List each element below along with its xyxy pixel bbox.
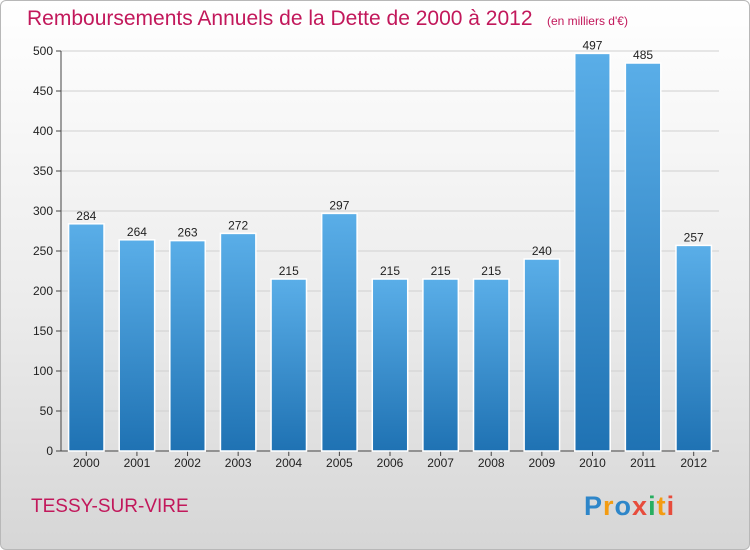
x-tick-label: 2006 [377, 456, 404, 470]
chart-title: Remboursements Annuels de la Dette de 20… [27, 7, 533, 30]
x-tick-label: 2010 [579, 456, 606, 470]
y-tick-label: 350 [33, 164, 53, 178]
bar [422, 278, 460, 452]
logo-letter: i [666, 491, 676, 521]
data-label: 240 [532, 244, 552, 258]
x-tick-label: 2012 [680, 456, 707, 470]
x-tick-label: 2009 [528, 456, 555, 470]
data-label: 297 [329, 198, 349, 212]
x-tick-label: 2005 [326, 456, 353, 470]
data-label: 215 [279, 264, 299, 278]
logo-letter: i [648, 491, 657, 521]
y-tick-label: 500 [33, 44, 53, 58]
bar [219, 232, 257, 452]
bar [472, 278, 510, 452]
bar [675, 244, 713, 452]
logo-letter: P [584, 491, 604, 521]
data-label: 263 [178, 226, 198, 240]
data-label: 264 [127, 225, 147, 239]
y-tick-label: 250 [33, 244, 53, 258]
bar [523, 258, 561, 452]
bar [67, 223, 105, 452]
y-tick-label: 400 [33, 124, 53, 138]
chart-unit: (en milliers d'€) [546, 14, 628, 28]
proxiti-logo[interactable]: Proxiti [584, 491, 675, 522]
x-tick-label: 2008 [478, 456, 505, 470]
bar [624, 62, 662, 452]
y-tick-label: 0 [46, 444, 53, 458]
data-label: 272 [228, 218, 248, 232]
y-tick-label: 50 [40, 404, 54, 418]
data-label: 485 [633, 48, 653, 62]
data-label: 284 [76, 209, 96, 223]
x-tick-label: 2003 [225, 456, 252, 470]
logo-letter: r [603, 491, 615, 521]
logo-letter: x [632, 491, 649, 521]
x-tick-label: 2002 [174, 456, 201, 470]
logo-letter: t [656, 491, 667, 521]
x-tick-label: 2001 [124, 456, 151, 470]
bar [169, 239, 207, 452]
bar [573, 52, 611, 452]
x-tick-label: 2000 [73, 456, 100, 470]
data-label: 257 [684, 230, 704, 244]
data-label: 215 [380, 264, 400, 278]
data-label: 215 [431, 264, 451, 278]
bar [118, 239, 156, 452]
title-block: Remboursements Annuels de la Dette de 20… [27, 7, 628, 31]
data-label: 497 [582, 38, 602, 52]
x-tick-label: 2007 [427, 456, 454, 470]
y-tick-label: 100 [33, 364, 53, 378]
y-tick-label: 150 [33, 324, 53, 338]
x-tick-label: 2004 [275, 456, 302, 470]
y-tick-label: 200 [33, 284, 53, 298]
bar [371, 278, 409, 452]
bar [270, 278, 308, 452]
bar [320, 212, 358, 452]
x-tick-label: 2011 [630, 456, 656, 470]
y-tick-label: 300 [33, 204, 53, 218]
y-tick-label: 450 [33, 84, 53, 98]
bars [67, 52, 713, 452]
labels: 0 50 100 150 200 250 300 350 400 450 500 284 2000 264… [33, 38, 707, 470]
commune-name: TESSY-SUR-VIRE [31, 496, 189, 517]
logo-letter: o [614, 491, 633, 521]
data-label: 215 [481, 264, 501, 278]
